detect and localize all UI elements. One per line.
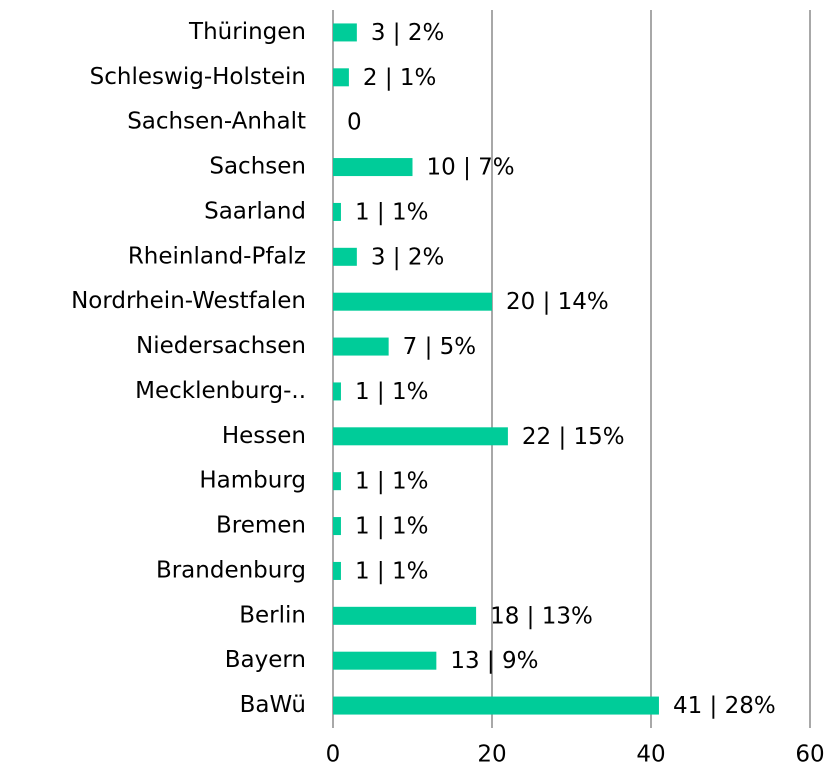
y-tick-label: Saarland: [204, 198, 306, 224]
data-label: 7 | 5%: [403, 334, 477, 360]
bar: [333, 247, 357, 266]
y-tick-label: Rheinland-Pfalz: [128, 243, 306, 269]
x-tick-label: 40: [636, 742, 665, 768]
y-tick-label: Thüringen: [188, 19, 306, 45]
data-label: 1 | 1%: [355, 469, 429, 495]
y-tick-label: Sachsen-Anhalt: [127, 109, 306, 135]
bar: [333, 427, 508, 446]
bar: [333, 23, 357, 42]
data-label: 0: [347, 110, 362, 136]
data-label: 1 | 1%: [355, 558, 429, 584]
bar: [333, 292, 492, 311]
data-label: 18 | 13%: [490, 603, 593, 629]
y-tick-label: Brandenburg: [156, 557, 306, 583]
bar: [333, 158, 413, 177]
bar: [333, 382, 341, 401]
y-tick-label: Hamburg: [199, 468, 306, 494]
y-tick-label: Nordrhein-Westfalen: [71, 288, 306, 314]
data-label: 13 | 9%: [450, 648, 538, 674]
x-tick-label: 60: [795, 742, 824, 768]
y-tick-label: Berlin: [239, 602, 306, 628]
bar: [333, 517, 341, 536]
y-tick-label: Mecklenburg-..: [135, 378, 306, 404]
data-label: 3 | 2%: [371, 244, 445, 270]
bar: [333, 68, 349, 87]
bar: [333, 561, 341, 580]
data-label: 1 | 1%: [355, 514, 429, 540]
bar: [333, 202, 341, 221]
bar: [333, 606, 477, 625]
data-label: 1 | 1%: [355, 379, 429, 405]
data-label: 2 | 1%: [363, 65, 437, 91]
y-tick-label: Bayern: [225, 647, 306, 673]
bar: [333, 337, 389, 356]
y-tick-label: Niedersachsen: [136, 333, 306, 359]
data-label: 22 | 15%: [522, 424, 625, 450]
data-label: 41 | 28%: [673, 693, 776, 719]
bar: [333, 651, 437, 670]
x-tick-label: 0: [326, 742, 341, 768]
y-tick-label: BaWü: [240, 692, 306, 718]
data-label: 3 | 2%: [371, 20, 445, 46]
bar: [333, 696, 659, 715]
y-tick-label: Bremen: [216, 513, 306, 539]
y-tick-label: Hessen: [222, 423, 306, 449]
bar: [333, 472, 341, 491]
y-tick-label: Schleswig-Holstein: [90, 64, 306, 90]
y-tick-label: Sachsen: [209, 154, 306, 180]
data-label: 1 | 1%: [355, 199, 429, 225]
data-label: 20 | 14%: [506, 289, 609, 315]
x-tick-label: 20: [477, 742, 506, 768]
data-label: 10 | 7%: [427, 155, 515, 181]
